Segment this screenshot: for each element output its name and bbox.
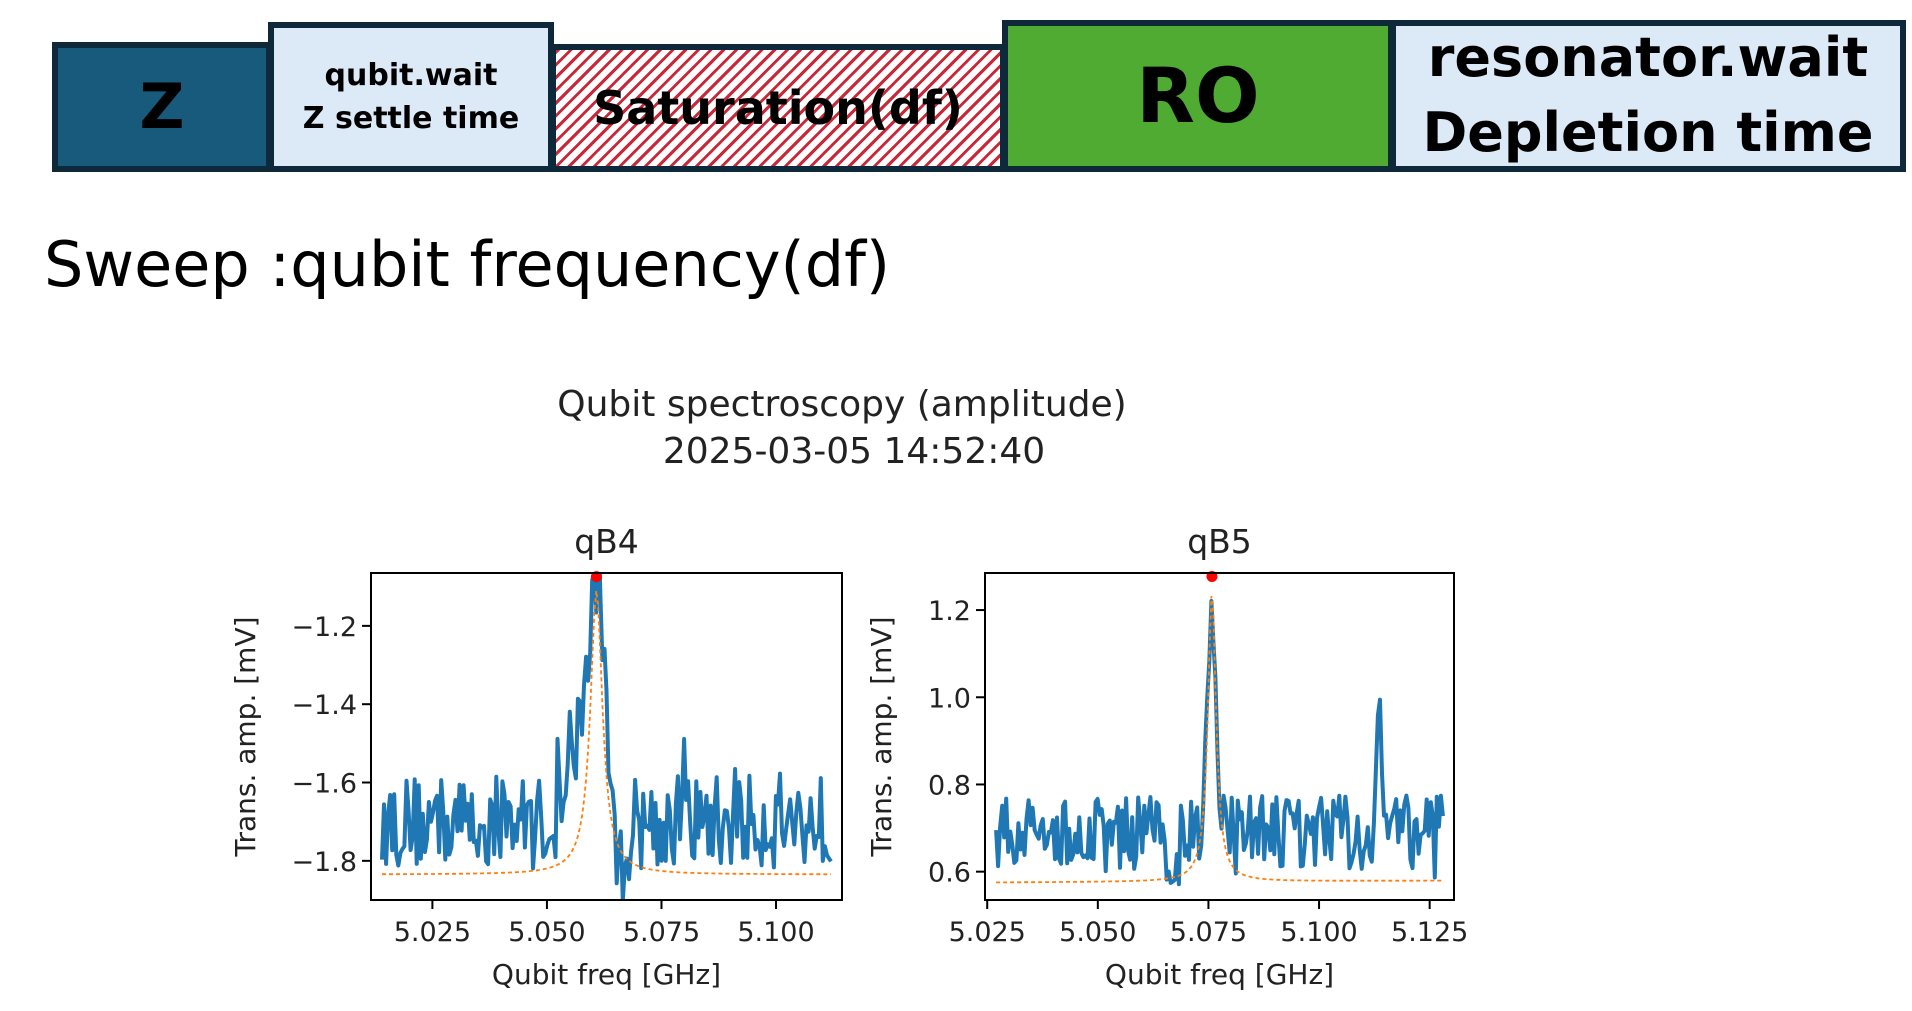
qubit-wait-block: qubit.wait Z settle time: [268, 22, 554, 172]
z-settle-time-label: Z settle time: [302, 101, 520, 136]
qb5-xtick-label: 5.125: [1391, 917, 1468, 948]
sweep-label: Sweep :qubit frequency(df): [44, 228, 891, 301]
qb5-title: qB5: [1187, 522, 1252, 561]
qb4-ytick-label: −1.8: [291, 847, 357, 878]
depletion-time-label: Depletion time: [1422, 101, 1874, 164]
resonator-wait-block: resonator.wait Depletion time: [1390, 20, 1906, 172]
qb4-ylabel: Trans. amp. [mV]: [229, 616, 262, 857]
qb5-data-line: [994, 599, 1445, 887]
qb4-xtick-label: 5.075: [623, 917, 700, 948]
qb5-ytick-label: 0.8: [928, 770, 971, 801]
readout-block: RO: [1002, 20, 1394, 172]
resonator-wait-label: resonator.wait: [1427, 26, 1869, 90]
qb5-xtick-label: 5.100: [1280, 917, 1357, 948]
readout-label: RO: [1136, 50, 1260, 140]
qb5-xlabel: Qubit freq [GHz]: [1105, 958, 1334, 991]
qb5-xtick-label: 5.025: [949, 917, 1026, 948]
qb4-fit-line: [382, 590, 831, 876]
qb4-xlabel: Qubit freq [GHz]: [492, 958, 721, 991]
qubit-wait-label: qubit.wait: [324, 57, 498, 93]
z-pulse-block: Z: [52, 42, 272, 172]
qb4-ytick-label: −1.4: [291, 690, 357, 721]
qb4-xtick-label: 5.025: [394, 917, 471, 948]
qb4-axes: qB4 5.025 5.050 5.075 5.100 −1.8 −1.6 −1.4 −1.2 Q…: [229, 522, 843, 991]
qb4-xtick-label: 5.100: [737, 917, 814, 948]
qb4-ytick-label: −1.2: [291, 612, 357, 643]
z-pulse-label: Z: [139, 70, 185, 144]
saturation-pulse-block: Saturation(df): [550, 44, 1006, 172]
qb4-xtick-label: 5.050: [508, 917, 585, 948]
qb5-ytick-label: 1.2: [928, 596, 971, 627]
figure-title: Qubit spectroscopy (amplitude): [557, 384, 1126, 425]
qb4-title: qB4: [574, 522, 639, 561]
qb4-ytick-label: −1.6: [291, 769, 357, 800]
qb5-fit-line: [996, 596, 1443, 884]
qb5-xtick-label: 5.050: [1059, 917, 1136, 948]
qb4-data-line: [380, 573, 833, 900]
saturation-label: Saturation(df): [593, 80, 963, 135]
qb5-ytick-label: 1.0: [928, 683, 971, 714]
qb5-ylabel: Trans. amp. [mV]: [865, 616, 898, 857]
qb4-frame: [370, 572, 843, 901]
figure-timestamp: 2025-03-05 14:52:40: [663, 431, 1045, 472]
qb5-ytick-label: 0.6: [928, 858, 971, 889]
qb5-xtick-label: 5.075: [1170, 917, 1247, 948]
qb5-axes: qB5 5.025 5.050 5.075 5.100 5.125 0.6 0.8 1.0 1.2…: [865, 522, 1468, 991]
qb5-frame: [984, 572, 1455, 901]
